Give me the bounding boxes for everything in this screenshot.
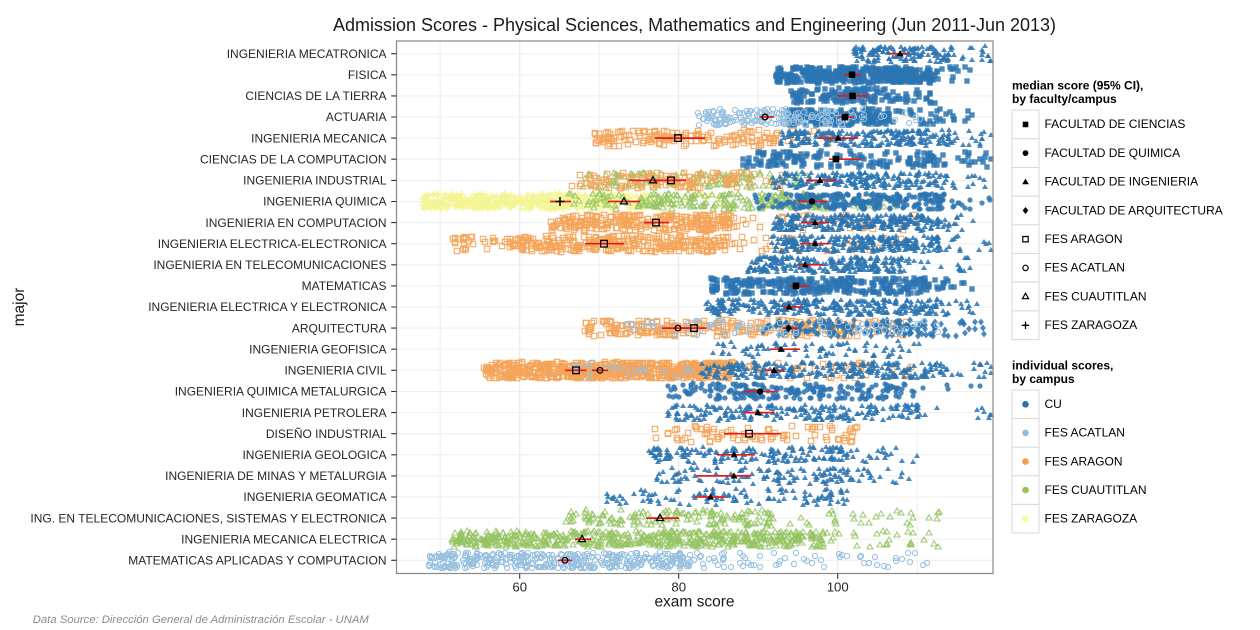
svg-text:INGENIERIA QUIMICA: INGENIERIA QUIMICA: [263, 195, 386, 209]
svg-text:INGENIERIA MECATRONICA: INGENIERIA MECATRONICA: [227, 47, 387, 61]
svg-text:ACTUARIA: ACTUARIA: [326, 110, 387, 124]
svg-text:median score (95% CI),: median score (95% CI),: [1012, 79, 1143, 93]
svg-text:INGENIERIA PETROLERA: INGENIERIA PETROLERA: [242, 406, 387, 420]
svg-text:FES ARAGON: FES ARAGON: [1045, 232, 1123, 246]
svg-text:INGENIERIA ELECTRICA-ELECTRONI: INGENIERIA ELECTRICA-ELECTRONICA: [158, 237, 387, 251]
svg-text:INGENIERIA EN TELECOMUNICACION: INGENIERIA EN TELECOMUNICACIONES: [153, 258, 386, 272]
svg-text:INGENIERIA GEOLOGICA: INGENIERIA GEOLOGICA: [242, 448, 386, 462]
svg-text:FES ACATLAN: FES ACATLAN: [1045, 261, 1125, 275]
svg-text:ARQUITECTURA: ARQUITECTURA: [292, 321, 387, 335]
svg-text:DISEÑO INDUSTRIAL: DISEÑO INDUSTRIAL: [266, 427, 387, 441]
svg-text:INGENIERIA QUIMICA METALURGICA: INGENIERIA QUIMICA METALURGICA: [175, 385, 387, 399]
svg-text:FES ACATLAN: FES ACATLAN: [1045, 426, 1125, 440]
svg-text:INGENIERIA ELECTRICA Y ELECTRO: INGENIERIA ELECTRICA Y ELECTRONICA: [148, 300, 386, 314]
svg-text:INGENIERIA MECANICA ELECTRICA: INGENIERIA MECANICA ELECTRICA: [181, 532, 386, 546]
svg-text:80: 80: [671, 580, 686, 595]
svg-text:by faculty/campus: by faculty/campus: [1012, 92, 1117, 106]
svg-text:FACULTAD DE ARQUITECTURA: FACULTAD DE ARQUITECTURA: [1045, 203, 1223, 217]
svg-text:INGENIERIA GEOMATICA: INGENIERIA GEOMATICA: [243, 490, 386, 504]
svg-text:FACULTAD DE QUIMICA: FACULTAD DE QUIMICA: [1045, 146, 1181, 160]
svg-text:MATEMATICAS APLICADAS Y COMPUT: MATEMATICAS APLICADAS Y COMPUTACION: [128, 554, 386, 568]
svg-text:100: 100: [827, 580, 849, 595]
svg-text:individual scores,: individual scores,: [1012, 359, 1113, 373]
svg-text:FISICA: FISICA: [348, 68, 387, 82]
svg-text:MATEMATICAS: MATEMATICAS: [302, 279, 387, 293]
svg-text:CIENCIAS DE LA TIERRA: CIENCIAS DE LA TIERRA: [245, 89, 386, 103]
svg-text:Admission Scores - Physical Sc: Admission Scores - Physical Sciences, Ma…: [333, 15, 1056, 35]
svg-text:FACULTAD DE INGENIERIA: FACULTAD DE INGENIERIA: [1045, 175, 1199, 189]
svg-text:FES ZARAGOZA: FES ZARAGOZA: [1045, 318, 1138, 332]
svg-text:INGENIERIA INDUSTRIAL: INGENIERIA INDUSTRIAL: [243, 174, 387, 188]
svg-text:INGENIERIA MECANICA: INGENIERIA MECANICA: [251, 131, 386, 145]
svg-text:INGENIERIA DE MINAS Y METALURG: INGENIERIA DE MINAS Y METALURGIA: [165, 469, 386, 483]
svg-text:FES ZARAGOZA: FES ZARAGOZA: [1045, 512, 1138, 526]
svg-text:INGENIERIA GEOFISICA: INGENIERIA GEOFISICA: [249, 342, 386, 356]
svg-text:CU: CU: [1045, 397, 1062, 411]
svg-text:major: major: [11, 288, 28, 327]
svg-text:FACULTAD DE CIENCIAS: FACULTAD DE CIENCIAS: [1045, 117, 1186, 131]
svg-text:CIENCIAS DE LA COMPUTACION: CIENCIAS DE LA COMPUTACION: [200, 152, 386, 166]
svg-text:FES ARAGON: FES ARAGON: [1045, 454, 1123, 468]
svg-text:FES CUAUTITLAN: FES CUAUTITLAN: [1045, 289, 1147, 303]
svg-text:ING. EN TELECOMUNICACIONES, SI: ING. EN TELECOMUNICACIONES, SISTEMAS Y E…: [30, 511, 386, 525]
svg-text:exam score: exam score: [654, 594, 734, 611]
svg-text:by campus: by campus: [1012, 372, 1075, 386]
svg-text:FES CUAUTITLAN: FES CUAUTITLAN: [1045, 483, 1147, 497]
svg-text:INGENIERIA EN COMPUTACION: INGENIERIA EN COMPUTACION: [205, 216, 386, 230]
svg-text:60: 60: [512, 580, 527, 595]
svg-text:INGENIERIA CIVIL: INGENIERIA CIVIL: [284, 364, 386, 378]
svg-text:Data Source: Dirección General: Data Source: Dirección General de Admini…: [33, 614, 370, 626]
